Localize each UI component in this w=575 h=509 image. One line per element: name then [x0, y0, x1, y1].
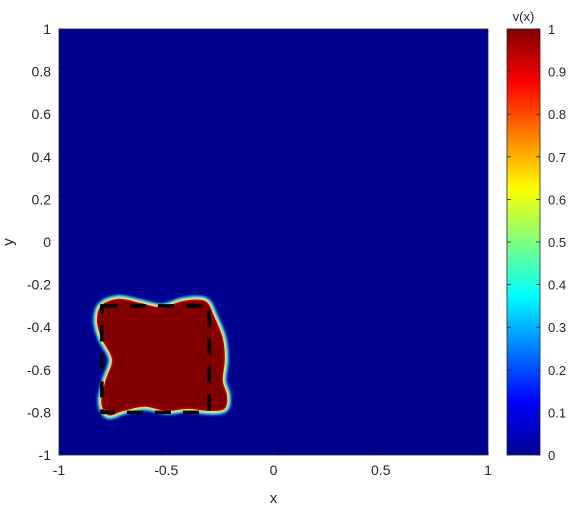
target-square-dashed	[100, 304, 211, 415]
y-tick-label: -0.8	[27, 404, 51, 420]
x-axis: -1 -0.5 0 0.5 1	[53, 451, 492, 478]
y-tick-label: 0.8	[32, 64, 52, 80]
colorbar-tick-label: 0.2	[548, 363, 566, 378]
y-tick-label: -1	[39, 447, 52, 463]
colorbar-tick-label: 0.8	[548, 107, 566, 122]
y-tick-label: 0.6	[32, 106, 52, 122]
y-tick-label: 0	[43, 234, 51, 250]
y-tick-label: 1	[43, 21, 51, 37]
colorbar-tick-label: 0.3	[548, 320, 566, 335]
x-axis-label: x	[270, 490, 278, 507]
colorbar-tick-label: 0.9	[548, 65, 566, 80]
y-tick-label: -0.4	[27, 319, 51, 335]
x-tick-label: 0	[270, 462, 278, 478]
colorbar-tick-label: 1	[548, 22, 555, 37]
colorbar-tick-label: 0.1	[548, 405, 566, 420]
colorbar-gradient	[506, 28, 541, 456]
colorbar: 0 0.1 0.2 0.3 0.4 0.5 0.6 0.7 0.8 0.9 1 v(x)	[506, 9, 566, 463]
y-tick-label: -0.2	[27, 277, 51, 293]
x-tick-label: -0.5	[154, 462, 178, 478]
y-tick-label: -0.6	[27, 362, 51, 378]
y-axis-label: y	[0, 238, 17, 246]
y-axis: -1 -0.8 -0.6 -0.4 -0.2 0 0.2 0.4 0.6 0.8 1	[27, 21, 63, 463]
colorbar-tick-label: 0.6	[548, 192, 566, 207]
heatmap-plot-area	[58, 28, 489, 456]
y-tick-label: 0.4	[32, 149, 52, 165]
y-tick-label: 0.2	[32, 191, 52, 207]
x-tick-label: 0.5	[371, 462, 391, 478]
x-tick-label: 1	[484, 462, 492, 478]
colorbar-title: v(x)	[513, 9, 535, 24]
colorbar-ticks: 0 0.1 0.2 0.3 0.4 0.5 0.6 0.7 0.8 0.9 1	[507, 22, 566, 463]
colorbar-tick-label: 0.7	[548, 150, 566, 165]
colorbar-tick-label: 0.4	[548, 278, 566, 293]
region-value-one	[96, 298, 228, 416]
colorbar-tick-label: 0.5	[548, 235, 566, 250]
colorbar-tick-label: 0	[548, 448, 555, 463]
x-tick-label: -1	[53, 462, 66, 478]
